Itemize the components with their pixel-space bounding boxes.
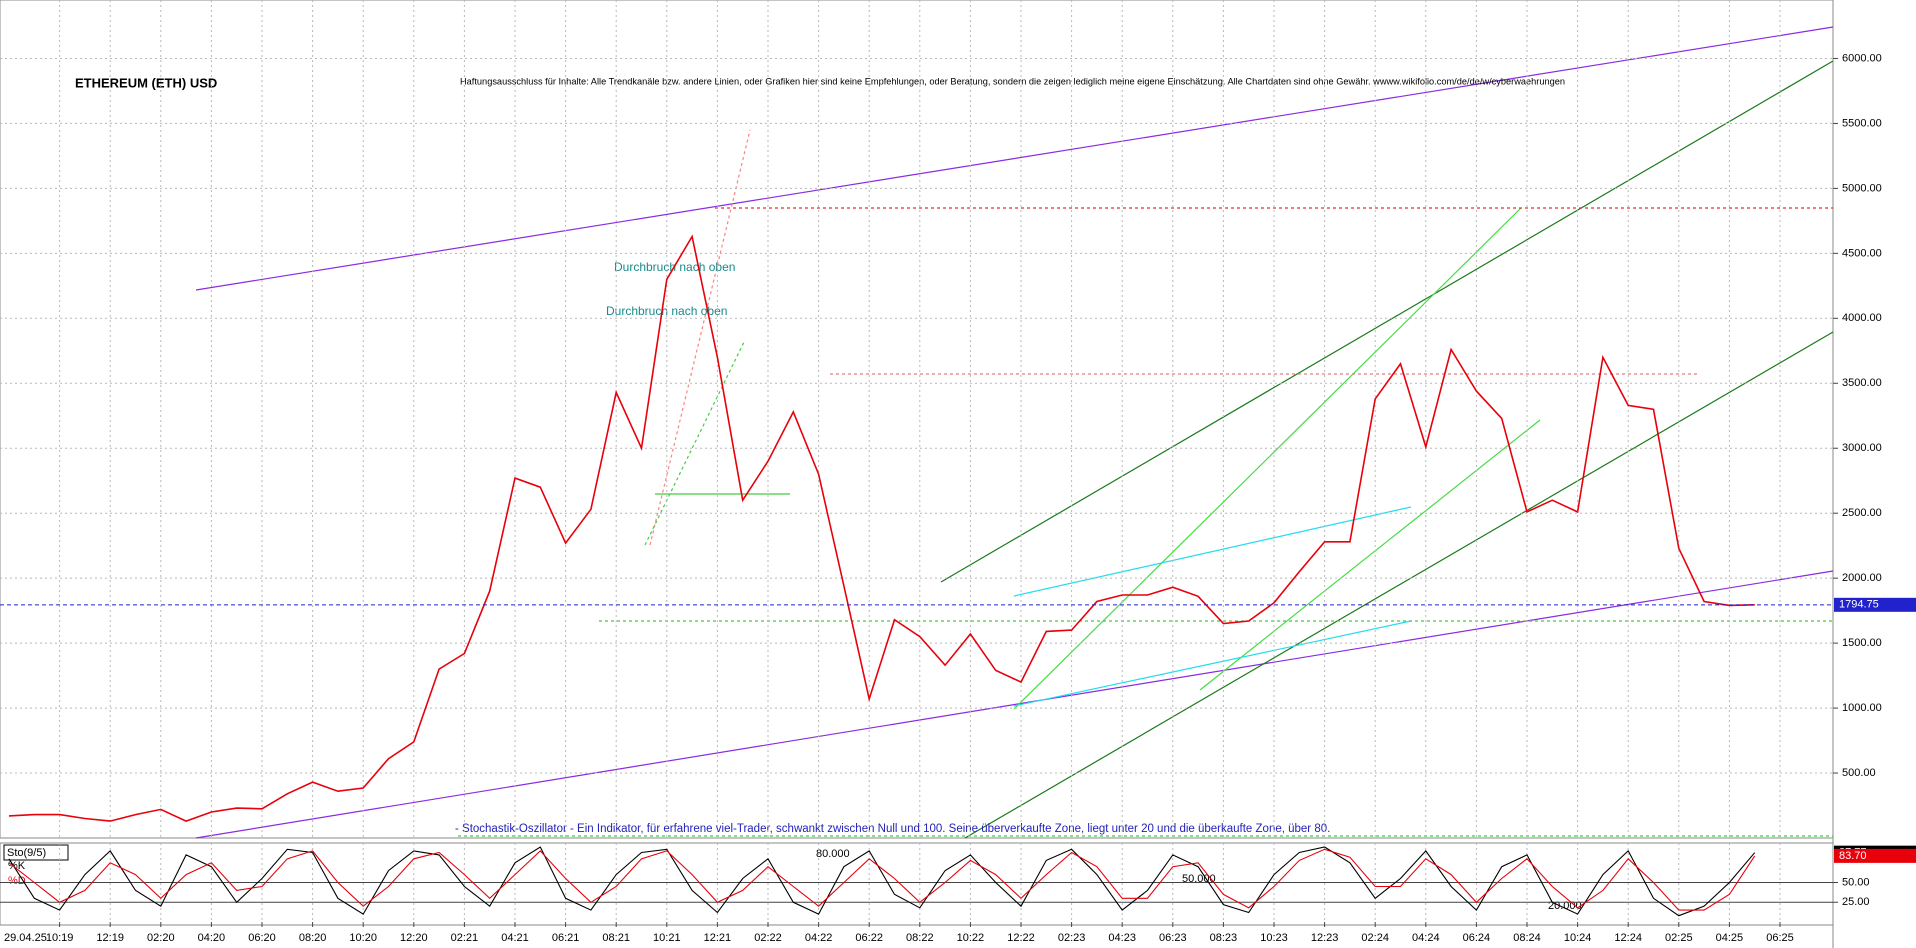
x-tick-label: 04:25 (1716, 932, 1744, 944)
x-tick-label: 08:21 (602, 932, 630, 944)
x-tick-label: 04:23 (1108, 932, 1136, 944)
disclaimer: Haftungsausschluss für Inhalte: Alle Tre… (460, 76, 1565, 86)
x-tick-label: 10:22 (957, 932, 985, 944)
x-tick-label: 02:21 (451, 932, 479, 944)
x-tick-label: 10:19 (46, 932, 74, 944)
y-tick-label: 5500.00 (1842, 117, 1882, 129)
trendline (1013, 207, 1522, 710)
trendline (1199, 419, 1541, 691)
y-tick-label: 4000.00 (1842, 312, 1882, 324)
x-tick-label: 04:20 (198, 932, 226, 944)
x-tick-label: 12:23 (1311, 932, 1339, 944)
annotation: - Stochastik-Oszillator - Ein Indikator,… (455, 823, 1330, 835)
chart-title: ETHEREUM (ETH) USD (75, 75, 217, 90)
current-box (1834, 597, 1916, 612)
series-line (8, 846, 1756, 917)
y-tick-label: 500.00 (1842, 767, 1876, 779)
x-tick-label: 02:24 (1361, 932, 1389, 944)
x-tick-label: 08:22 (906, 932, 934, 944)
trendline (649, 129, 751, 546)
x-tick-label: 12:21 (704, 932, 732, 944)
current-label: 83.70 (1839, 850, 1867, 862)
x-tick-label: 08:20 (299, 932, 327, 944)
x-tick-label: 08:24 (1513, 932, 1541, 944)
y-tick-label: 3000.00 (1842, 442, 1882, 454)
trendline (964, 331, 1834, 839)
trendline (195, 570, 1834, 839)
y-tick-label: 4500.00 (1842, 247, 1882, 259)
x-tick-label: 06:20 (248, 932, 276, 944)
y-tick-label: 2000.00 (1842, 572, 1882, 584)
x-tick-label: 12:20 (400, 932, 428, 944)
indicator-box (3, 844, 69, 861)
y-tick-label: 2500.00 (1842, 507, 1882, 519)
x-tick-label: 04:21 (501, 932, 529, 944)
x-tick-label: 06:23 (1159, 932, 1187, 944)
trendline (1013, 620, 1412, 707)
x-tick-label: 06:22 (855, 932, 883, 944)
x-tick-label: 04:22 (805, 932, 833, 944)
current-box (1834, 848, 1916, 863)
x-tick-label: 12:22 (1007, 932, 1035, 944)
trendline (195, 26, 1834, 291)
current-label: 1794.75 (1839, 599, 1879, 611)
trendlines (195, 26, 1834, 839)
date-label: 29.04.25 (4, 932, 47, 944)
series-line (8, 848, 1756, 911)
x-tick-label: 10:24 (1564, 932, 1592, 944)
indicator-title: Sto(9/5) (7, 847, 46, 859)
trendline (1013, 506, 1412, 597)
x-tick-label: 10:20 (349, 932, 377, 944)
x-tick-label: 12:19 (96, 932, 124, 944)
y-tick-label: 50.00 (1842, 876, 1870, 888)
legend-k: %K (8, 860, 26, 872)
x-tick-label: 04:24 (1412, 932, 1440, 944)
y-tick-label: 5000.00 (1842, 182, 1882, 194)
y-tick-label: 3500.00 (1842, 377, 1882, 389)
y-tick-label: 1000.00 (1842, 702, 1882, 714)
stoch-annotation: 50.000 (1182, 873, 1216, 885)
y-tick-label: 1500.00 (1842, 637, 1882, 649)
y-tick-label: 6000.00 (1842, 52, 1882, 64)
x-tick-label: 02:20 (147, 932, 175, 944)
x-tick-label: 06:21 (552, 932, 580, 944)
series-line (8, 234, 1755, 822)
x-tick-label: 02:25 (1665, 932, 1693, 944)
x-tick-label: 06:24 (1463, 932, 1491, 944)
stoch-annotation: 20.000 (1548, 900, 1582, 912)
x-tick-label: 10:23 (1260, 932, 1288, 944)
x-tick-label: 08:23 (1210, 932, 1238, 944)
x-tick-label: 02:22 (754, 932, 782, 944)
x-tick-label: 06:25 (1766, 932, 1794, 944)
stoch-annotation: 80.000 (816, 848, 850, 860)
y-tick-label: 25.00 (1842, 896, 1870, 908)
x-tick-label: 12:24 (1614, 932, 1642, 944)
trendline (940, 60, 1834, 583)
trendline (644, 339, 746, 546)
price-panel (0, 0, 1834, 839)
stoch-panel (0, 842, 1834, 926)
x-tick-label: 02:23 (1058, 932, 1086, 944)
x-tick-label: 10:21 (653, 932, 681, 944)
